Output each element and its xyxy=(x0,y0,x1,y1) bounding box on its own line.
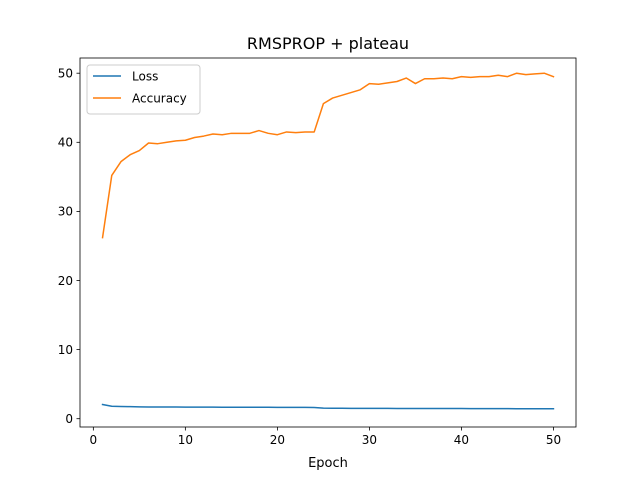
plot-area: 0 10 20 30 40 50 0 10 20 30 40 50 Loss Accuracy xyxy=(58,57,577,447)
x-tick-label: 20 xyxy=(270,433,285,447)
chart-title: RMSPROP + plateau xyxy=(247,34,409,53)
y-tick-label: 0 xyxy=(65,412,73,426)
x-axis-label: Epoch xyxy=(308,456,348,471)
x-tick-label: 10 xyxy=(178,433,193,447)
y-tick-label: 50 xyxy=(58,67,73,81)
x-tick-label: 40 xyxy=(454,433,469,447)
y-tick-label: 40 xyxy=(58,136,73,150)
legend-box xyxy=(86,64,201,115)
y-tick-label: 30 xyxy=(58,205,73,219)
axes-frame xyxy=(79,57,577,428)
x-tick-label: 30 xyxy=(362,433,377,447)
loss-series-line xyxy=(101,403,555,410)
legend-label: Accuracy xyxy=(132,92,187,106)
x-tick-label: 0 xyxy=(90,433,98,447)
y-tick-label: 10 xyxy=(58,343,73,357)
accuracy-series-line xyxy=(101,72,555,239)
legend-label: Loss xyxy=(132,70,158,84)
y-tick-label: 20 xyxy=(58,274,73,288)
x-tick-label: 50 xyxy=(546,433,561,447)
